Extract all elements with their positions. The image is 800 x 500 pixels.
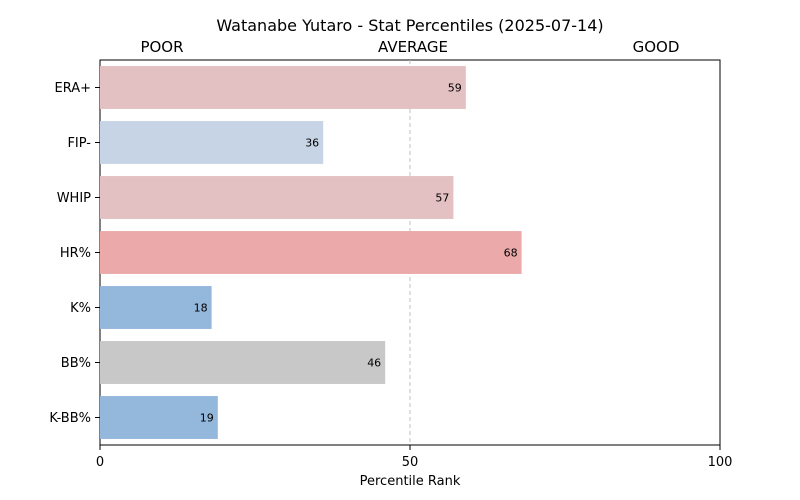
value-label: 36: [305, 137, 319, 150]
x-tick-label: 0: [96, 455, 104, 470]
bar-whip: [100, 176, 454, 219]
value-labels: 59 36 57 68 18 46 19: [194, 82, 518, 425]
bar-hr-: [100, 231, 522, 274]
value-label: 19: [200, 412, 214, 425]
x-tick-label: 100: [708, 455, 733, 470]
y-tick-label: K-BB%: [49, 411, 91, 426]
x-tick-label: 50: [402, 455, 419, 470]
y-tick-label: WHIP: [57, 191, 91, 206]
y-tick-label: HR%: [60, 246, 91, 261]
value-label: 18: [194, 302, 208, 315]
zone-label-poor: POOR: [140, 38, 183, 56]
zone-labels: POOR AVERAGE GOOD: [140, 38, 679, 56]
value-label: 57: [435, 192, 449, 205]
bar-era-: [100, 66, 466, 109]
x-axis: 0 50 100: [96, 445, 733, 470]
value-label: 68: [504, 247, 518, 260]
y-tick-label: ERA+: [54, 81, 91, 96]
zone-label-good: GOOD: [633, 38, 680, 56]
chart-title: Watanabe Yutaro - Stat Percentiles (2025…: [216, 16, 603, 35]
y-tick-label: FIP-: [67, 136, 91, 151]
y-axis: ERA+ FIP- WHIP HR% K% BB% K-BB%: [49, 81, 100, 426]
bar-fip-: [100, 121, 324, 164]
value-label: 59: [448, 82, 462, 95]
zone-label-average: AVERAGE: [378, 38, 448, 56]
bar-bb-: [100, 341, 386, 384]
bars: [100, 66, 522, 439]
value-label: 46: [367, 357, 381, 370]
bar-k-: [100, 286, 212, 329]
x-axis-label: Percentile Rank: [360, 474, 461, 489]
bar-k-bb-: [100, 396, 218, 439]
y-tick-label: BB%: [61, 356, 91, 371]
y-tick-label: K%: [70, 301, 91, 316]
